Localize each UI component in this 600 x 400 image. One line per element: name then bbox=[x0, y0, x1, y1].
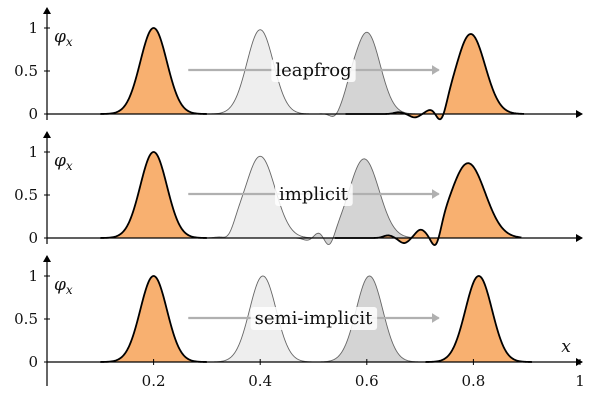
method-label-backing bbox=[275, 183, 353, 206]
series-area-initial bbox=[100, 28, 207, 114]
y-axis-label-subscript: x bbox=[66, 159, 73, 173]
series-area-final bbox=[425, 276, 533, 362]
y-axis-label-subscript: x bbox=[66, 35, 73, 49]
series-line-intermediate bbox=[316, 275, 423, 363]
method-label: semi-implicit bbox=[255, 308, 373, 329]
method-label-backing bbox=[250, 307, 378, 330]
y-axis-label-subscript: x bbox=[66, 283, 73, 297]
x-tick-label: 0.2 bbox=[142, 372, 166, 390]
series-area-intermediate bbox=[254, 158, 418, 245]
series-line-initial bbox=[100, 275, 207, 363]
series-line-initial bbox=[100, 151, 207, 239]
series-line-initial bbox=[100, 27, 207, 115]
y-tick-label: 0.5 bbox=[14, 186, 38, 204]
y-tick-label: 0 bbox=[28, 229, 38, 247]
panel-leapfrog: 0 0.5 1 φx leapfrog bbox=[14, 7, 583, 123]
x-axis-label: x bbox=[561, 337, 571, 357]
x-tick-label: 0.4 bbox=[248, 372, 272, 390]
y-tick-label: 1 bbox=[28, 143, 38, 161]
y-axis-label: φx bbox=[54, 151, 73, 173]
x-tick-label: 0.6 bbox=[355, 372, 379, 390]
series-line-intermediate bbox=[209, 275, 317, 363]
series-area-final bbox=[334, 163, 522, 246]
panel-implicit: 0 0.5 1 φx implicit bbox=[14, 131, 583, 247]
method-label: implicit bbox=[279, 184, 349, 205]
y-axis-label: φx bbox=[54, 27, 73, 49]
series-area-initial bbox=[100, 276, 207, 362]
series-area-final bbox=[345, 34, 525, 120]
series-area-intermediate bbox=[174, 156, 314, 238]
x-tick-label: 0.8 bbox=[461, 372, 485, 390]
series-area-intermediate bbox=[206, 29, 314, 114]
y-tick-label: 0 bbox=[28, 353, 38, 371]
y-tick-label: 1 bbox=[28, 267, 38, 285]
series-line-intermediate bbox=[206, 29, 314, 115]
y-tick-label: 0.5 bbox=[14, 310, 38, 328]
y-tick-label: 0 bbox=[28, 105, 38, 123]
y-tick-label: 0.5 bbox=[14, 62, 38, 80]
series-area-initial bbox=[100, 152, 207, 238]
method-label: leapfrog bbox=[275, 60, 351, 81]
series-line-final bbox=[425, 275, 533, 363]
y-axis-label: φx bbox=[54, 275, 73, 297]
method-label-backing bbox=[271, 59, 356, 82]
x-tick-label: 1 bbox=[575, 372, 585, 390]
y-tick-label: 1 bbox=[28, 19, 38, 37]
